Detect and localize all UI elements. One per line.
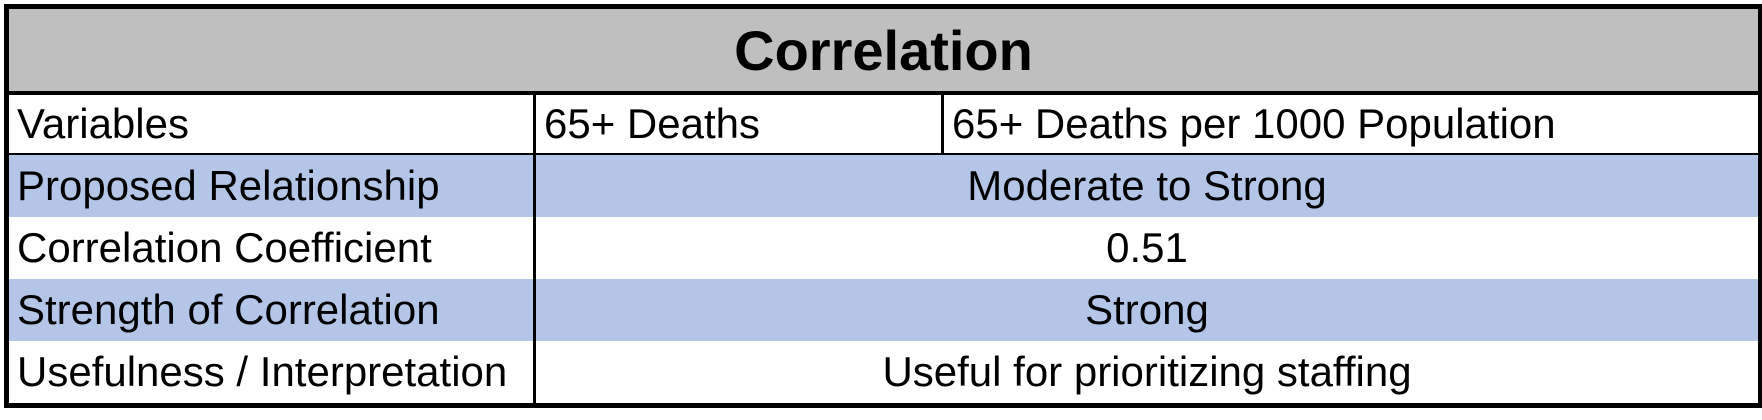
row-label: Usefulness / Interpretation	[6, 341, 536, 406]
row-label-variables: Variables	[6, 93, 536, 155]
table-row-usefulness: Usefulness / Interpretation Useful for p…	[6, 341, 1761, 406]
table-title: Correlation	[6, 6, 1761, 95]
row-value: Moderate to Strong	[534, 154, 1761, 217]
row-label: Strength of Correlation	[6, 279, 536, 341]
row-value: Useful for prioritizing staffing	[534, 341, 1761, 406]
variable-1-cell: 65+ Deaths	[534, 93, 944, 155]
row-value: 0.51	[534, 217, 1761, 279]
variable-2-cell: 65+ Deaths per 1000 Population	[942, 93, 1761, 155]
table-row-strength-of-correlation: Strength of Correlation Strong	[6, 279, 1761, 341]
correlation-table: Correlation Variables 65+ Deaths 65+ Dea…	[4, 4, 1762, 408]
row-label: Correlation Coefficient	[6, 217, 536, 279]
table-row-correlation-coefficient: Correlation Coefficient 0.51	[6, 217, 1761, 279]
table-row-variables: Variables 65+ Deaths 65+ Deaths per 1000…	[6, 93, 1761, 155]
row-label: Proposed Relationship	[6, 154, 536, 217]
title-row: Correlation	[6, 6, 1761, 95]
row-value: Strong	[534, 279, 1761, 341]
table-row-proposed-relationship: Proposed Relationship Moderate to Strong	[6, 154, 1761, 217]
